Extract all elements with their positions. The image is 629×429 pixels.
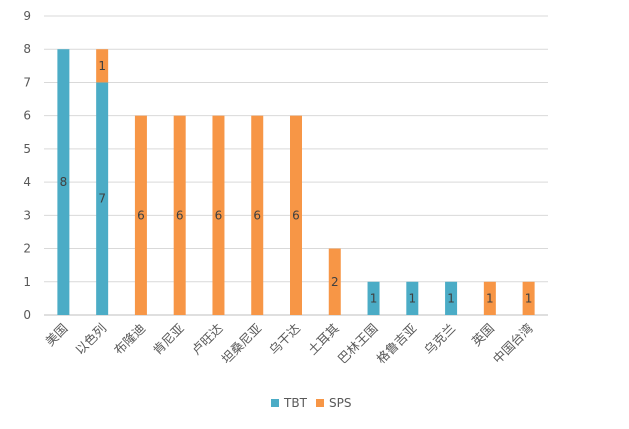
x-category-label: 巴林王国	[335, 321, 381, 367]
bar-tbt	[57, 49, 70, 315]
data-label: 8	[60, 175, 68, 189]
x-category-label: 英国	[469, 321, 497, 349]
bar-sps	[328, 248, 341, 315]
data-label: 1	[98, 59, 106, 73]
legend-swatch-tbt	[271, 399, 279, 407]
data-label: 6	[215, 208, 223, 222]
x-category-label: 布隆迪	[111, 321, 148, 358]
x-category-label: 乌干达	[266, 320, 303, 357]
data-label: 2	[331, 275, 339, 289]
y-tick-label: 4	[23, 175, 31, 189]
x-category-label: 肯尼亚	[150, 321, 187, 358]
y-tick-label: 1	[23, 275, 31, 289]
y-axis-ticks: 0 1 2 3 4 5 6 7 8 9	[23, 9, 31, 322]
x-category-label: 以色列	[72, 321, 109, 358]
data-label: 1	[486, 291, 494, 305]
bar-sps	[173, 115, 186, 316]
x-category-label: 乌克兰	[421, 321, 458, 358]
data-labels: 8 7 1 6 6 6 6 6 2 1 1 1 1 1	[60, 59, 533, 306]
data-label: 1	[525, 291, 533, 305]
y-tick-label: 9	[23, 9, 31, 23]
data-label: 7	[98, 192, 106, 206]
bar-sps	[483, 281, 496, 315]
data-label: 1	[408, 291, 416, 305]
y-tick-label: 2	[23, 242, 31, 256]
data-label: 6	[253, 208, 261, 222]
y-tick-label: 3	[23, 208, 31, 222]
bar-tbt	[406, 281, 419, 315]
x-category-label: 坦桑尼亚	[218, 321, 264, 367]
x-category-label: 卢旺达	[188, 320, 225, 357]
bar-sps	[134, 115, 147, 316]
y-tick-label: 7	[23, 75, 31, 89]
y-tick-label: 8	[23, 42, 31, 56]
bar-sps	[290, 115, 302, 316]
y-tick-label: 0	[23, 308, 31, 322]
data-label: 1	[447, 291, 455, 305]
legend: TBT SPS	[271, 396, 351, 410]
x-category-label: 土耳其	[305, 321, 342, 358]
bar-sps	[212, 115, 225, 316]
y-tick-label: 5	[23, 142, 31, 156]
data-label: 6	[176, 208, 184, 222]
bar-tbt	[367, 281, 380, 315]
bar-sps	[251, 115, 264, 316]
data-label: 6	[137, 208, 145, 222]
legend-swatch-sps	[316, 399, 324, 407]
bar-tbt	[96, 82, 109, 315]
bar-sps	[96, 49, 109, 83]
data-label: 1	[370, 291, 378, 305]
y-tick-label: 6	[23, 109, 31, 123]
x-category-label: 美国	[42, 321, 70, 349]
x-category-label: 格鲁吉亚	[373, 321, 419, 367]
bars	[57, 49, 535, 316]
x-category-label: 中国台湾	[490, 321, 536, 367]
data-label: 6	[292, 208, 300, 222]
bar-sps	[522, 281, 535, 315]
legend-label-tbt: TBT	[283, 396, 308, 410]
legend-label-sps: SPS	[329, 396, 351, 410]
bar-tbt	[445, 281, 458, 315]
